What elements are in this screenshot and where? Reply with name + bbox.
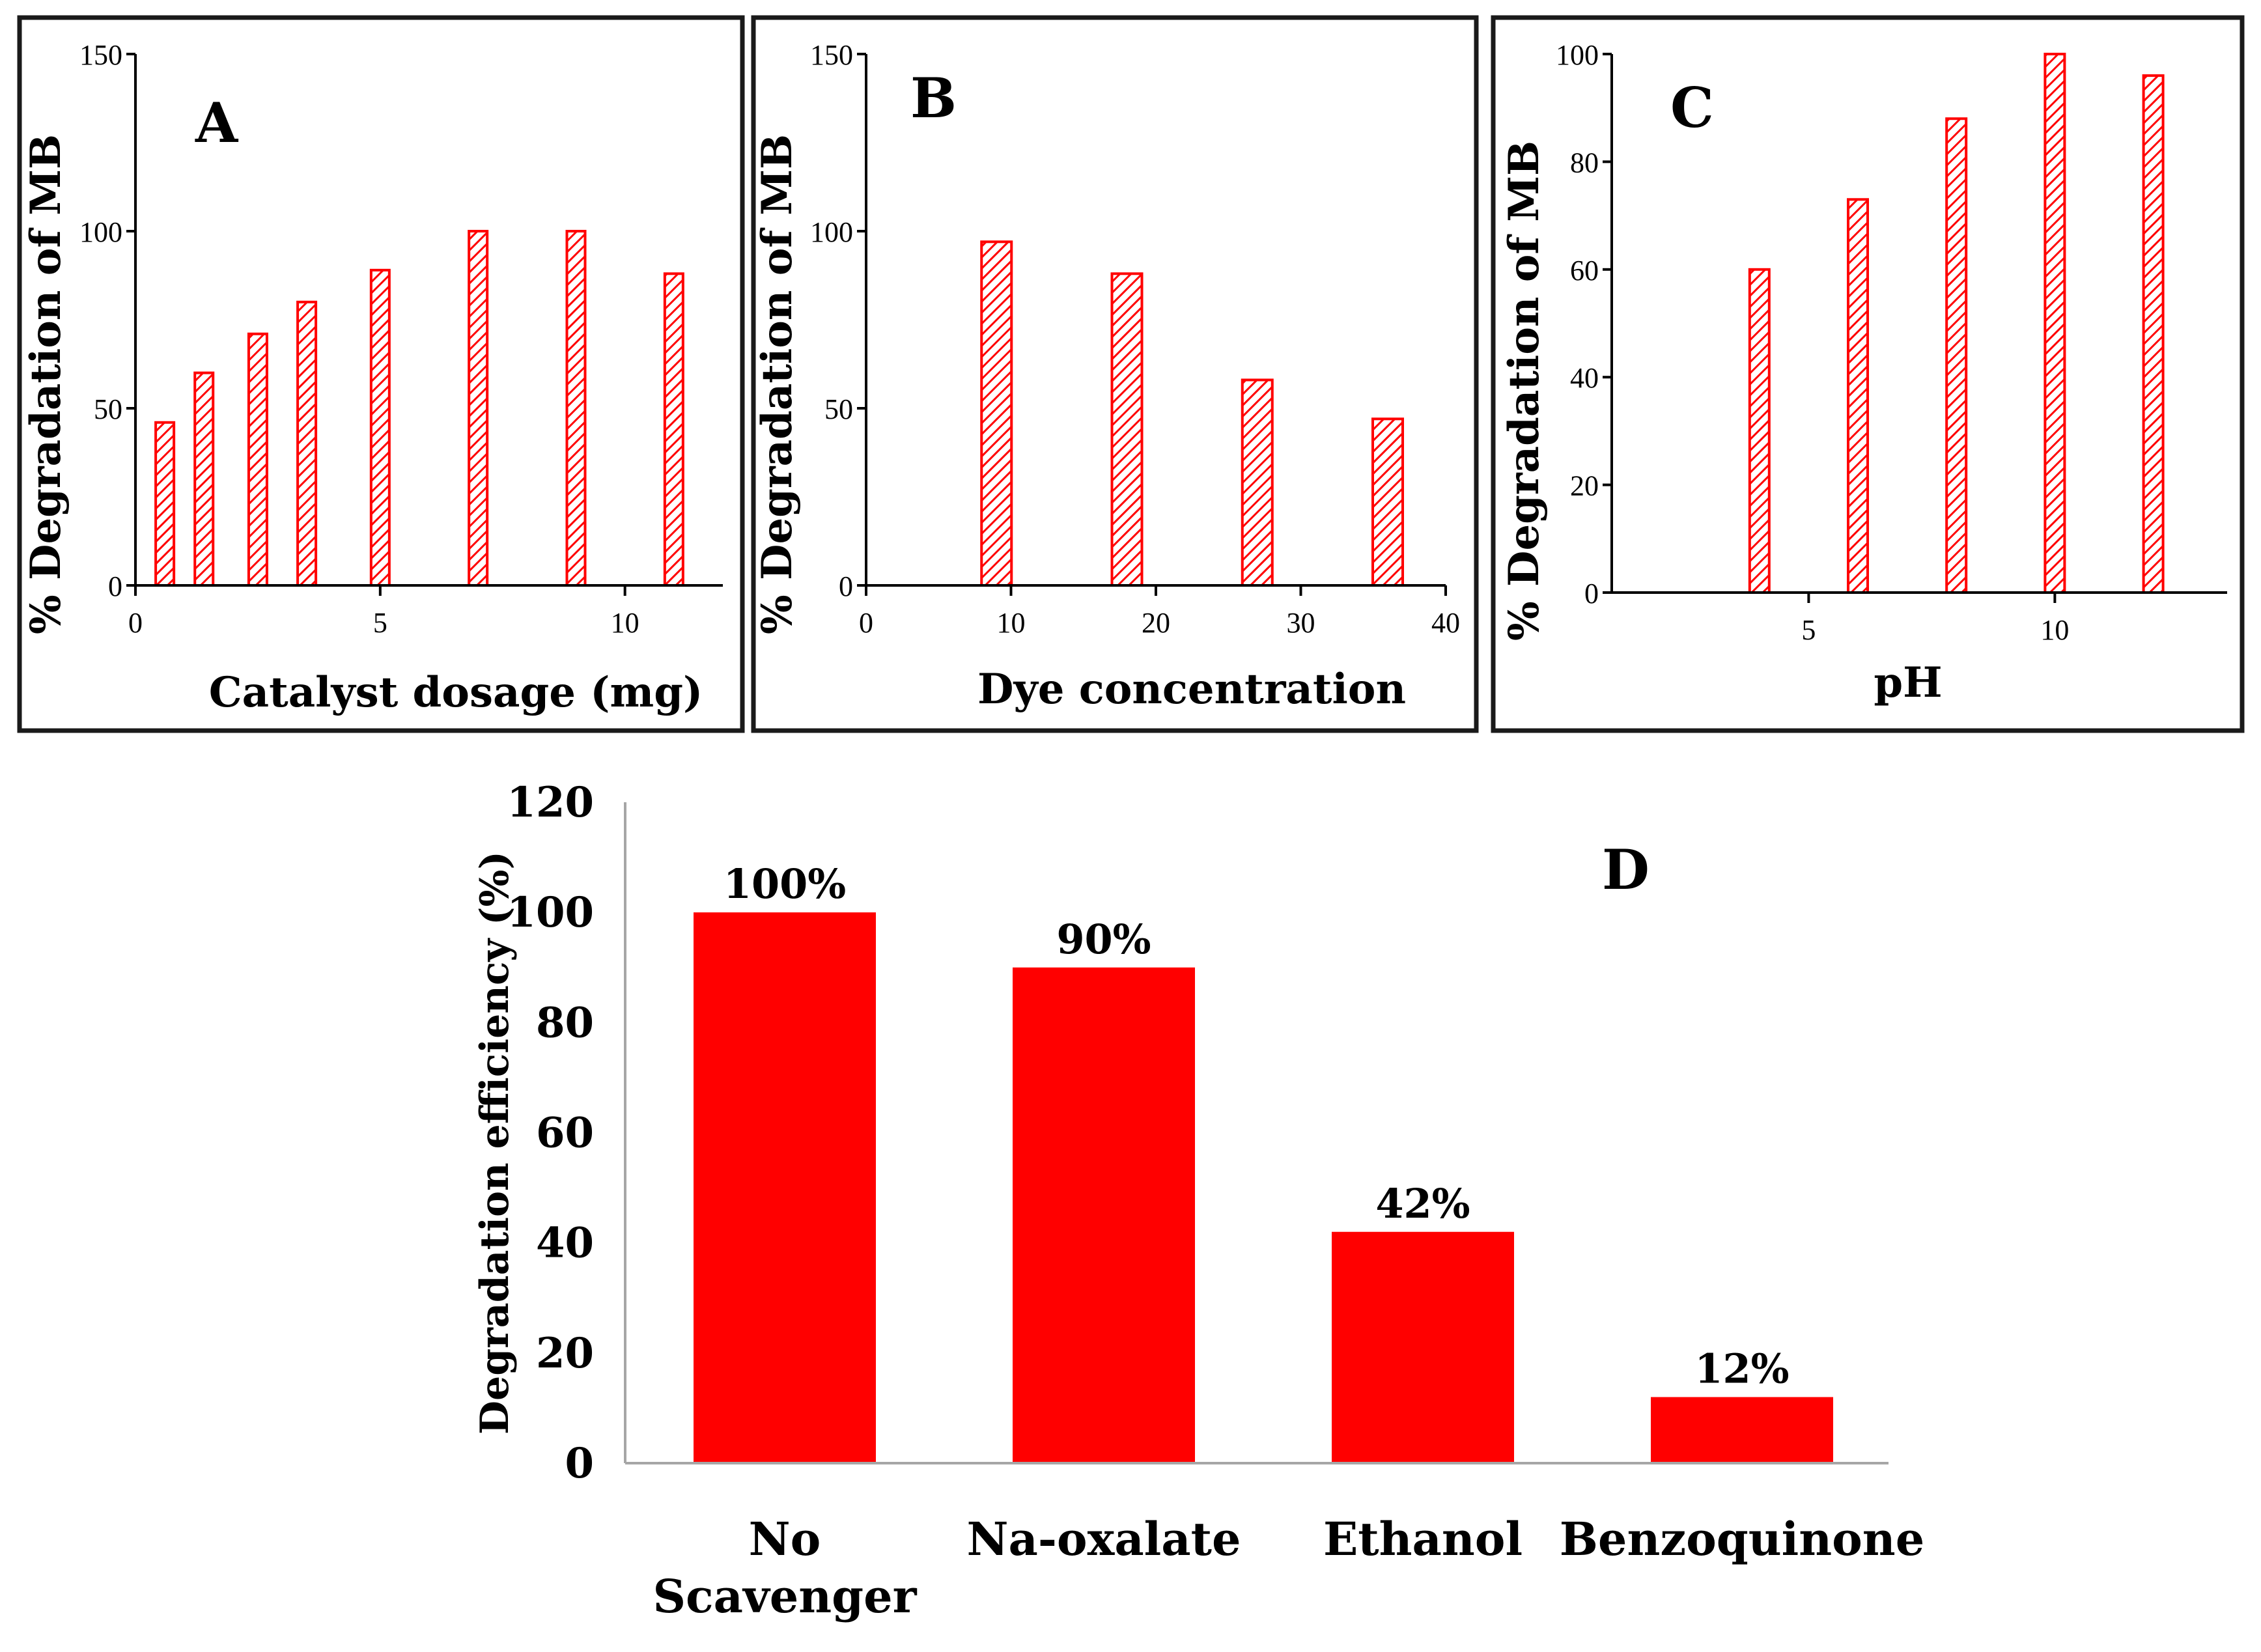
panel-b-x-tick-label: 30: [1287, 607, 1315, 639]
panel-d-bar: [1651, 1397, 1833, 1463]
panel-c-y-tick-label: 40: [1570, 362, 1599, 394]
panel-c-bar: [1945, 117, 1968, 595]
panel-c-y-tick-label: 80: [1570, 147, 1599, 178]
panel-d-y-tick-label: 80: [536, 998, 594, 1047]
panel-a-bar: [369, 268, 391, 587]
panel-c-letter: C: [1670, 76, 1714, 140]
panel-a-x-tick-label: 0: [128, 607, 143, 639]
panel-a-x-axis-title: Catalyst dosage (mg): [209, 668, 703, 717]
panel-d-category-label: Benzoquinone: [1560, 1512, 1924, 1566]
panel-b-x-tick-label: 0: [859, 607, 873, 639]
panel-d-bar: [694, 912, 876, 1463]
panel-a-bar: [565, 230, 587, 587]
panel-c-y-tick-label: 0: [1584, 578, 1599, 609]
panel-a-y-tick-label: 150: [79, 39, 122, 71]
panel-c-plot: 0 20 40 60 80 100 5 10: [1556, 39, 2227, 646]
panel-b-x-tick-label: 10: [997, 607, 1026, 639]
panel-b: B 0 50 100 150 0 10 20 30 40 Dye concentration %…: [751, 15, 1479, 733]
panel-d-y-tick-label: 0: [565, 1439, 594, 1488]
panel-b-bar: [1241, 378, 1274, 587]
panel-a-x-tick-label: 5: [373, 607, 387, 639]
panel-a-bar: [663, 272, 684, 587]
panel-c-y-tick-label: 60: [1570, 255, 1599, 287]
panel-a-bar: [247, 332, 268, 587]
panel-a-bar: [296, 300, 318, 587]
panel-c-bar: [2043, 53, 2066, 594]
panel-b-bar: [1371, 417, 1404, 587]
panel-d-y-tick-label: 60: [536, 1109, 594, 1158]
panel-b-y-tick-label: 150: [810, 39, 853, 71]
panel-c-y-tick-label: 100: [1556, 39, 1599, 71]
panel-a-letter: A: [195, 91, 239, 155]
panel-d-category-label: Ethanol: [1323, 1512, 1523, 1566]
panel-b-frame: [751, 15, 1479, 733]
panel-a-bar: [193, 371, 215, 587]
panel-d-category-label: Scavenger: [653, 1569, 918, 1623]
panel-c-x-tick-label: 10: [2040, 614, 2069, 646]
panel-a-y-axis-title: % Degradation of MB: [21, 134, 70, 634]
panel-a-bar: [468, 230, 489, 587]
panel-a: A 0 50 100 150 0 5 10 Catalyst dosage (mg) % D…: [17, 15, 745, 733]
panel-b-bar: [980, 240, 1013, 587]
panel-c: C 0 20 40 60 80 100 5 10 pH % Degradation of MB: [1491, 15, 2245, 733]
panel-b-x-tick-label: 20: [1142, 607, 1170, 639]
panel-d-category-label: No: [749, 1512, 821, 1566]
panel-d-data-label: 12%: [1694, 1345, 1789, 1393]
panel-b-x-axis-title: Dye concentration: [977, 665, 1406, 714]
panel-a-x-tick-label: 10: [611, 607, 639, 639]
panel-d-y-tick-label: 20: [536, 1329, 594, 1378]
panel-b-plot: 0 50 100 150 0 10 20 30 40: [810, 39, 1460, 639]
panel-d-y-axis-title: Degradation efficiency (%): [472, 851, 518, 1435]
panel-a-y-tick-label: 100: [79, 216, 122, 248]
panel-c-bar: [1847, 198, 1869, 595]
panel-c-x-tick-label: 5: [1801, 614, 1816, 646]
panel-a-frame: [17, 15, 745, 733]
panel-d-bar: [1332, 1231, 1514, 1463]
panel-d-y-tick-label: 40: [536, 1219, 594, 1268]
panel-a-plot: 0 50 100 150 0 5 10: [79, 39, 723, 639]
panel-d-data-label: 90%: [1056, 916, 1151, 963]
panel-d-data-label: 42%: [1375, 1180, 1470, 1227]
panel-d-category-label: Na-oxalate: [967, 1512, 1241, 1566]
panel-b-letter: B: [910, 66, 957, 130]
panel-b-y-tick-label: 100: [810, 216, 853, 248]
panel-a-bar: [154, 421, 176, 587]
panel-d-y-tick-label: 120: [507, 778, 594, 827]
panel-a-y-tick-label: 0: [108, 570, 122, 602]
panel-c-x-axis-title: pH: [1874, 658, 1942, 707]
panel-c-y-tick-label: 20: [1570, 470, 1599, 502]
panel-c-bar: [2142, 74, 2165, 594]
panel-d-bar: [1013, 967, 1195, 1463]
panel-a-y-tick-label: 50: [94, 393, 122, 425]
panel-c-frame: [1491, 15, 2245, 733]
panel-d-letter: D: [1602, 837, 1650, 902]
panel-b-y-axis-title: % Degradation of MB: [753, 134, 802, 634]
panel-d-data-label: 100%: [723, 860, 846, 908]
panel-b-bar: [1110, 272, 1144, 587]
panel-c-y-axis-title: % Degradation of MB: [1500, 141, 1549, 641]
panel-b-y-tick-label: 0: [839, 570, 853, 602]
panel-d-y-tick-label: 100: [507, 888, 594, 937]
panel-c-bar: [1748, 268, 1771, 594]
panel-b-x-tick-label: 40: [1431, 607, 1460, 639]
panel-b-y-tick-label: 50: [824, 393, 853, 425]
